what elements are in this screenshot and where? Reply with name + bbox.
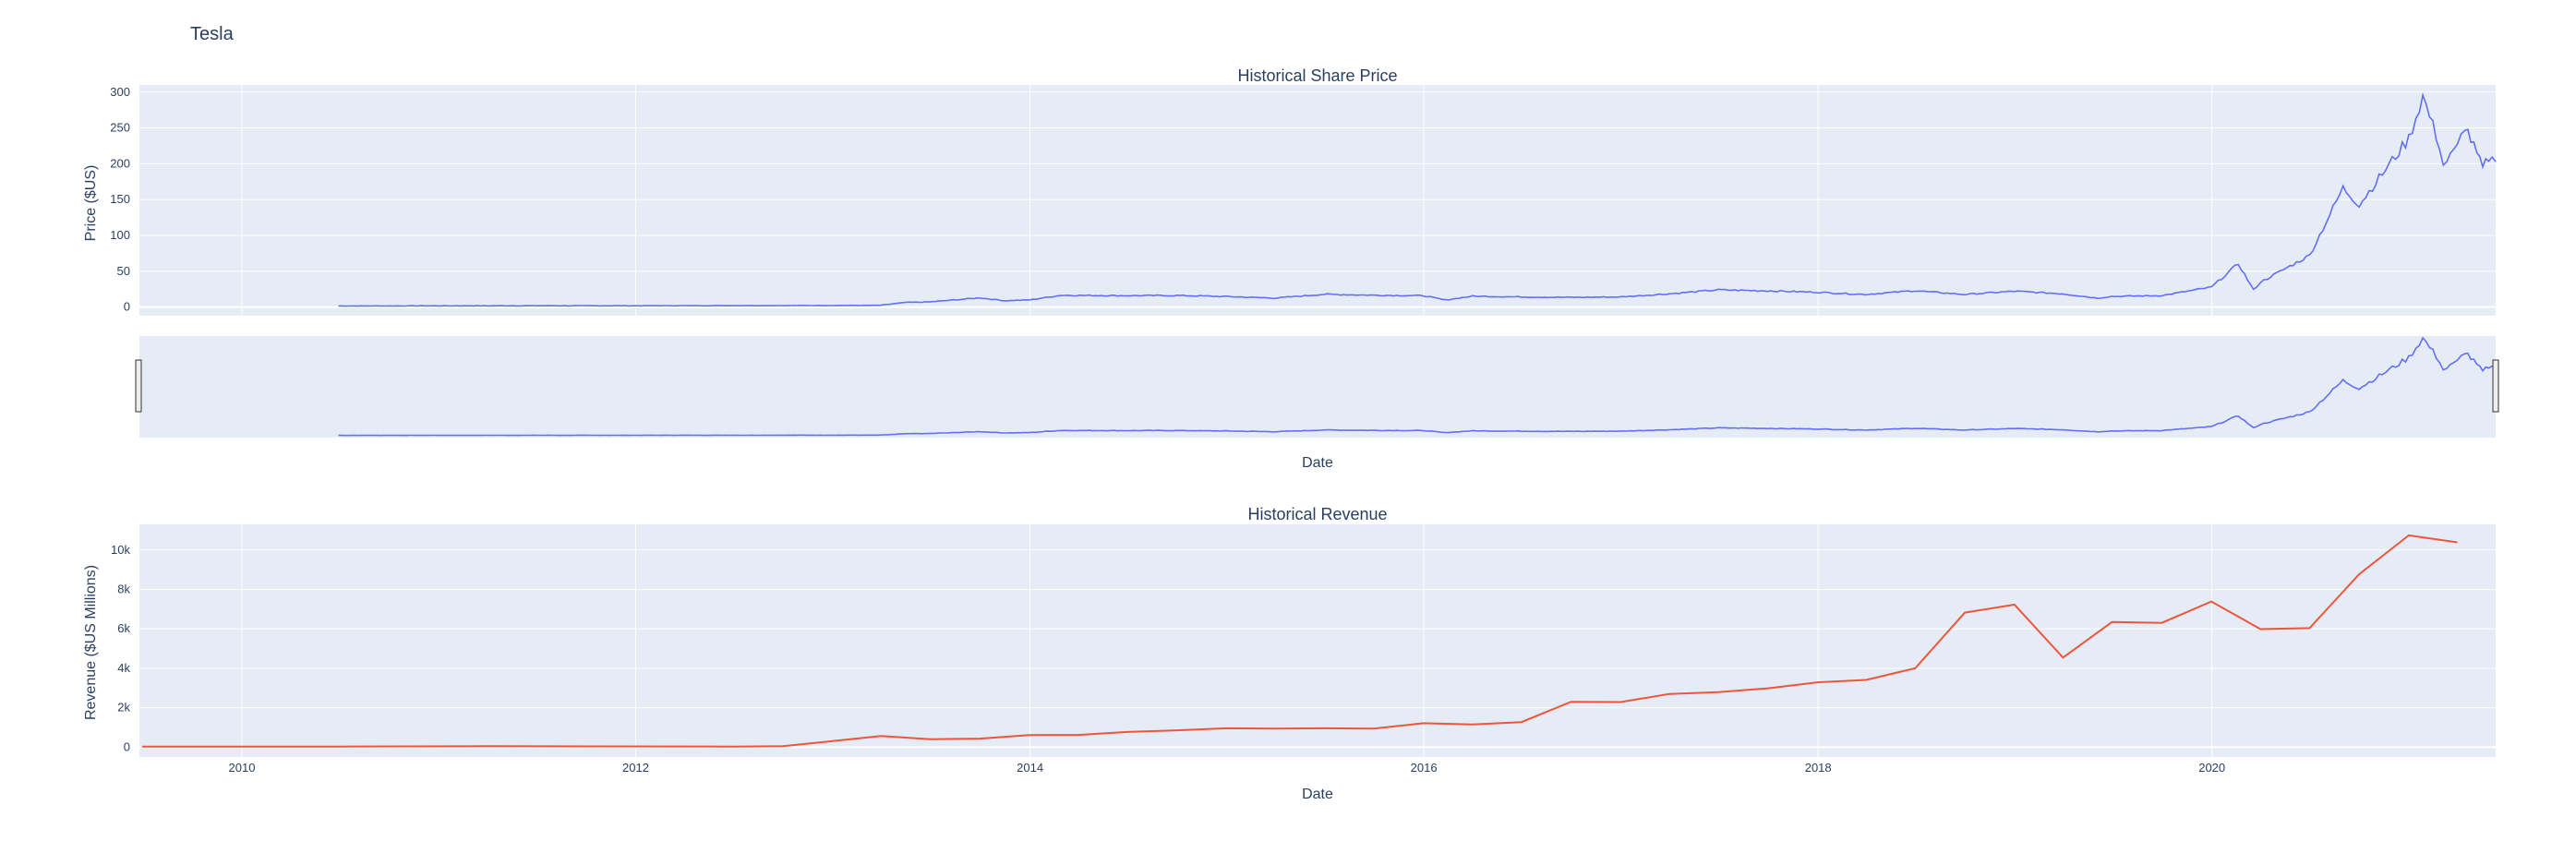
revenue-plot-area[interactable] — [139, 524, 2496, 757]
x-tick-label: 2016 — [1411, 761, 1438, 775]
range-slider-track[interactable] — [139, 336, 2496, 438]
x-tick-label: 2010 — [229, 761, 256, 775]
x-tick-label: 2018 — [1805, 761, 1832, 775]
x-tick-label: 2020 — [2198, 761, 2225, 775]
revenue-line-group — [141, 534, 2458, 748]
x-tick-label: 2014 — [1017, 761, 1043, 775]
revenue-y-axis-title: Revenue ($US Millions) — [83, 565, 99, 720]
price-x-axis-title: Date — [1302, 455, 1333, 471]
y-tick-label: 300 — [110, 85, 130, 99]
revenue-chart-title: Historical Revenue — [1247, 505, 1387, 523]
y-tick-label: 0 — [124, 739, 130, 753]
y-tick-label: 0 — [124, 300, 130, 314]
price-chart-title: Historical Share Price — [1237, 66, 1397, 85]
range-slider-series-line — [338, 336, 2497, 437]
y-tick-label: 200 — [110, 156, 130, 170]
figure-title: Tesla — [190, 24, 235, 44]
revenue-x-ticks: 2010 2012 2014 2016 2018 2020 — [229, 761, 2226, 775]
revenue-x-axis-title: Date — [1302, 787, 1333, 802]
range-slider[interactable]: Date — [135, 336, 2499, 471]
y-tick-label: 100 — [110, 228, 130, 242]
y-tick-label: 2k — [117, 701, 130, 715]
y-tick-label: 50 — [117, 264, 130, 278]
revenue-chart-panel[interactable]: 0 2k 4k 6k 8k 10k 2010 2012 2014 2016 2018 2020 Hi… — [83, 505, 2496, 802]
price-y-axis-title: Price ($US) — [83, 165, 99, 242]
price-plot-area[interactable] — [139, 85, 2496, 316]
range-slider-line-group — [338, 336, 2497, 437]
price-line-group — [338, 92, 2497, 307]
range-slider-left-handle[interactable] — [135, 359, 142, 413]
y-tick-label: 150 — [110, 192, 130, 206]
revenue-y-ticks: 0 2k 4k 6k 8k 10k — [111, 543, 130, 754]
x-tick-label: 2012 — [622, 761, 649, 775]
range-slider-right-handle[interactable] — [2492, 359, 2499, 413]
y-tick-label: 6k — [117, 621, 130, 635]
price-grid — [139, 85, 2496, 316]
revenue-series-line — [141, 534, 2458, 748]
price-chart-panel[interactable]: 0 50 100 150 200 250 300 Historical Share Pric… — [83, 66, 2497, 316]
y-tick-label: 250 — [110, 121, 130, 135]
y-tick-label: 8k — [117, 582, 130, 595]
price-y-ticks: 0 50 100 150 200 250 300 — [110, 85, 130, 314]
y-tick-label: 10k — [111, 543, 130, 557]
price-series-line — [338, 92, 2497, 307]
y-tick-label: 4k — [117, 661, 130, 675]
